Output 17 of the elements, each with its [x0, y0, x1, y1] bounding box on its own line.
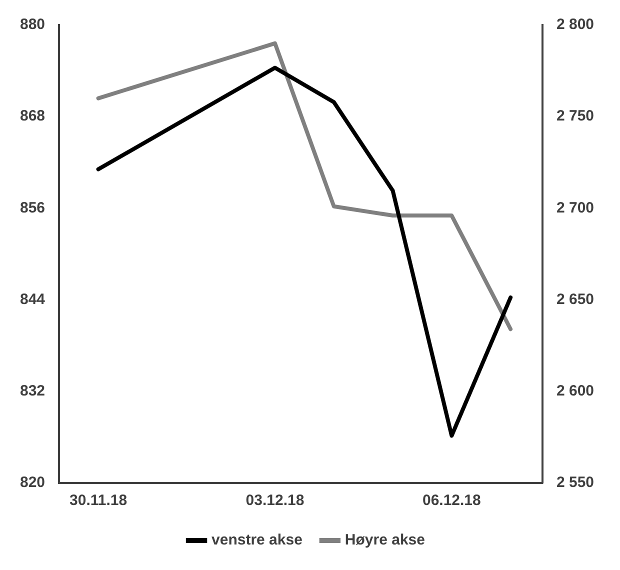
- x-tick-label: 30.11.18: [70, 492, 128, 510]
- legend-label: venstre akse: [212, 532, 302, 549]
- y-tick-label: 880: [20, 16, 46, 34]
- x-tick-label: 03.12.18: [246, 492, 304, 510]
- y2-tick-label: 2 700: [556, 199, 594, 216]
- y2-tick-label: 2 800: [556, 16, 594, 34]
- y2-tick-label: 2 750: [556, 108, 594, 125]
- y-tick-label: 844: [20, 290, 46, 308]
- y-tick-label: 832: [20, 382, 46, 400]
- legend-label: Høyre akse: [344, 532, 425, 549]
- y2-tick-label: 2 550: [556, 474, 594, 492]
- y-tick-label: 820: [20, 474, 46, 492]
- y2-tick-label: 2 650: [556, 290, 594, 308]
- y2-tick-label: 2 600: [556, 382, 594, 400]
- x-tick-label: 06.12.18: [422, 492, 481, 510]
- y-tick-label: 856: [20, 199, 46, 216]
- y-tick-label: 868: [20, 108, 46, 125]
